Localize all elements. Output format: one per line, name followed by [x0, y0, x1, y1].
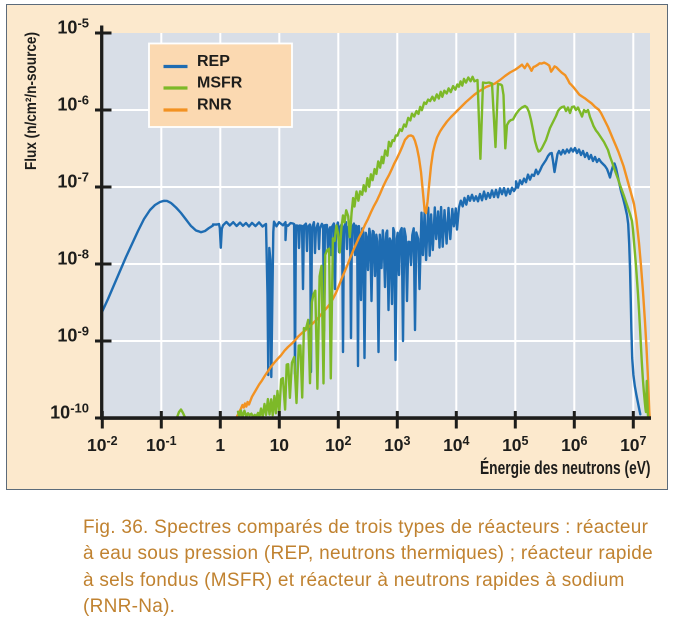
svg-text:REP: REP	[197, 53, 230, 70]
svg-text:RNR: RNR	[197, 97, 232, 114]
svg-text:103: 103	[384, 434, 410, 455]
svg-text:10-10: 10-10	[50, 401, 89, 423]
svg-text:102: 102	[325, 434, 351, 455]
svg-text:107: 107	[620, 434, 646, 455]
svg-text:10-7: 10-7	[57, 170, 89, 192]
svg-text:106: 106	[561, 434, 587, 455]
svg-text:10-6: 10-6	[57, 93, 89, 115]
svg-text:10: 10	[270, 435, 290, 455]
svg-text:10-5: 10-5	[57, 16, 89, 38]
svg-text:10-1: 10-1	[146, 434, 177, 455]
svg-text:MSFR: MSFR	[197, 75, 243, 92]
svg-text:10-8: 10-8	[57, 247, 89, 269]
svg-text:10-2: 10-2	[87, 434, 118, 455]
svg-text:104: 104	[443, 434, 469, 455]
svg-text:10-9: 10-9	[57, 324, 89, 346]
svg-text:Flux (n/cm²/n-source): Flux (n/cm²/n-source)	[23, 32, 40, 170]
svg-text:1: 1	[215, 435, 225, 455]
svg-text:105: 105	[502, 434, 528, 455]
svg-text:Énergie des neutrons (eV): Énergie des neutrons (eV)	[480, 457, 651, 478]
